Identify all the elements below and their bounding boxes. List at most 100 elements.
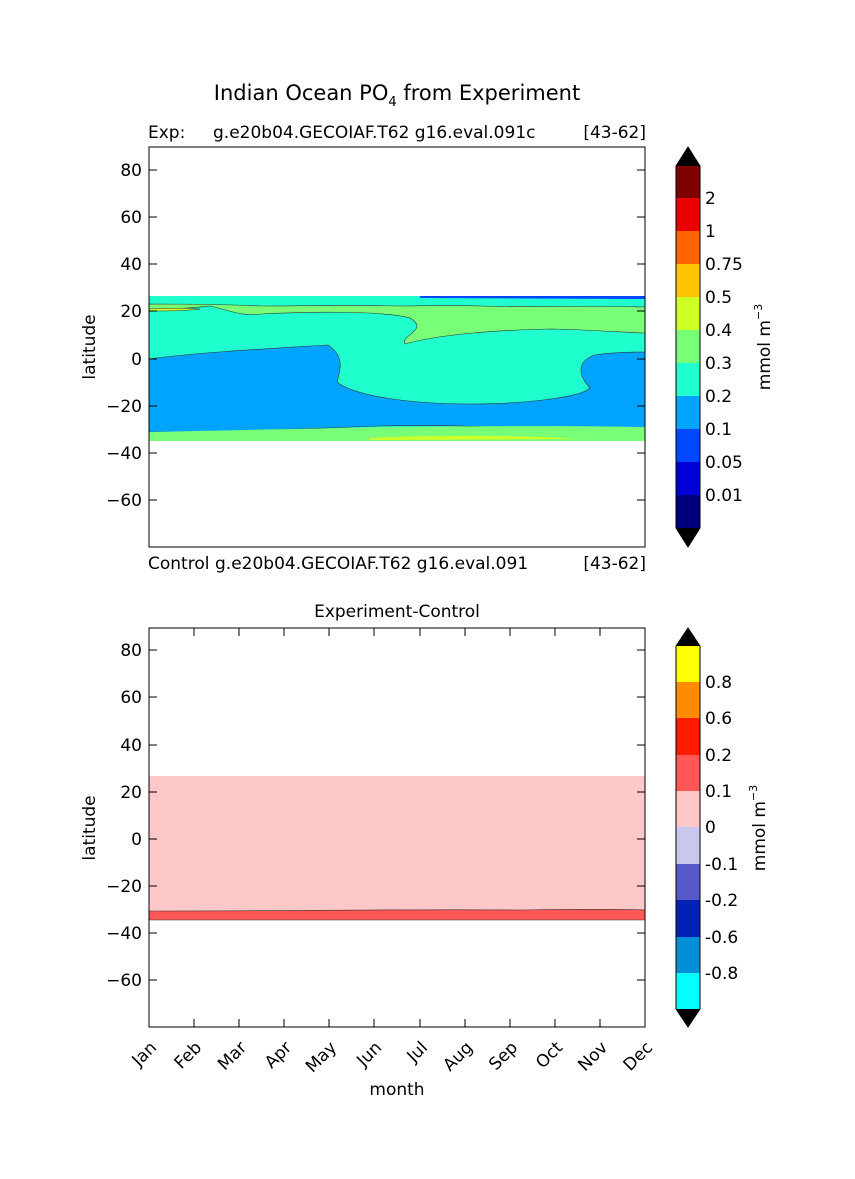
difference-x-axis-label: month bbox=[369, 1080, 424, 1100]
figure-title-subscript: 4 bbox=[388, 95, 396, 110]
experiment-colorbar-swatch bbox=[676, 198, 700, 231]
xtick-label-jul: Jul bbox=[403, 1038, 432, 1067]
difference-ytick-label: −40 bbox=[106, 924, 142, 944]
experiment-colorbar-swatch bbox=[676, 231, 700, 264]
experiment-colorbar-tick-label: 0.05 bbox=[705, 453, 743, 473]
experiment-colorbar-swatch bbox=[676, 330, 700, 363]
experiment-band-0.3 bbox=[148, 303, 646, 345]
experiment-ytick-label: −60 bbox=[106, 491, 142, 511]
experiment-ytick-label: −20 bbox=[106, 397, 142, 417]
experiment-colorbar-tick-label: 0.01 bbox=[705, 486, 743, 506]
experiment-band-0.1 bbox=[148, 344, 646, 433]
figure-title-main: Indian Ocean PO bbox=[214, 81, 389, 105]
xtick-label-oct: Oct bbox=[532, 1038, 567, 1073]
difference-colorbar-swatch bbox=[676, 755, 700, 791]
difference-ytick-label: 0 bbox=[131, 830, 142, 850]
experiment-ytick-label: 0 bbox=[131, 350, 142, 370]
difference-colorbar-units: mmol m−3 bbox=[747, 785, 770, 871]
xtick-label-nov: Nov bbox=[574, 1038, 612, 1076]
difference-panel-title: Experiment-Control bbox=[314, 602, 480, 622]
difference-colorbar-swatch bbox=[676, 827, 700, 864]
difference-ytick-label: 40 bbox=[120, 736, 142, 756]
difference-ytick-label: −60 bbox=[106, 971, 142, 991]
xtick-label-mar: Mar bbox=[214, 1038, 251, 1075]
difference-panel: Experiment-Control 80 60 bbox=[80, 602, 657, 1100]
xtick-label-apr: Apr bbox=[261, 1038, 296, 1073]
experiment-panel-title-left: Exp: bbox=[148, 123, 185, 143]
difference-colorbar-swatch bbox=[676, 682, 700, 718]
difference-colorbar-tick-label: -0.2 bbox=[705, 891, 738, 911]
difference-plot-area bbox=[148, 627, 646, 1028]
experiment-colorbar-outline bbox=[675, 146, 701, 548]
experiment-colorbar-swatch bbox=[676, 429, 700, 462]
difference-colorbar-tick-label: 0.1 bbox=[705, 782, 732, 802]
experiment-panel-title-center: g.e20b04.GECOIAF.T62 g16.eval.091c bbox=[213, 123, 535, 143]
difference-y-ticks: 80 60 40 20 0 −20 −40 −60 bbox=[106, 641, 645, 991]
experiment-colorbar-swatch bbox=[676, 396, 700, 429]
difference-colorbar: -0.8 -0.6 -0.2 -0.1 0 0.1 0.2 0.6 0.8 mm… bbox=[675, 627, 770, 1028]
experiment-colorbar-tick-label: 0.3 bbox=[705, 354, 732, 374]
experiment-colorbar-units-text: mmol m bbox=[755, 320, 775, 390]
experiment-band-0.4-south bbox=[370, 435, 580, 440]
difference-colorbar-tick-label: -0.8 bbox=[705, 964, 738, 984]
experiment-ytick-label: −40 bbox=[106, 444, 142, 464]
experiment-ytick-label: 60 bbox=[120, 208, 142, 228]
difference-colorbar-swatch bbox=[676, 900, 700, 937]
experiment-colorbar-tick-label: 1 bbox=[705, 222, 716, 242]
difference-colorbar-tick-label: 0.6 bbox=[705, 709, 732, 729]
experiment-colorbar-tick-label: 0.2 bbox=[705, 387, 732, 407]
difference-colorbar-units-text: mmol m bbox=[750, 801, 770, 871]
experiment-colorbar-swatch bbox=[676, 166, 700, 198]
difference-ytick-label: 20 bbox=[120, 783, 142, 803]
experiment-x-label-right: [43-62] bbox=[583, 554, 646, 574]
xtick-label-dec: Dec bbox=[620, 1038, 657, 1075]
xtick-label-jan: Jan bbox=[128, 1038, 161, 1071]
figure-title-rest: from Experiment bbox=[397, 81, 581, 105]
experiment-panel: Exp: g.e20b04.GECOIAF.T62 g16.eval.091c … bbox=[80, 123, 646, 574]
difference-colorbar-swatch bbox=[676, 937, 700, 973]
experiment-band-0.05-top bbox=[420, 296, 645, 299]
experiment-colorbar-tick-label: 0.4 bbox=[705, 321, 732, 341]
xtick-label-feb: Feb bbox=[171, 1038, 206, 1073]
xtick-label-may: May bbox=[302, 1038, 341, 1077]
difference-colorbar-tick-label: 0 bbox=[705, 818, 716, 838]
difference-colorbar-tick-label: -0.1 bbox=[705, 855, 738, 875]
difference-colorbar-over-arrow bbox=[676, 628, 700, 646]
experiment-colorbar-tick-label: 2 bbox=[705, 189, 716, 209]
experiment-ytick-label: 20 bbox=[120, 302, 142, 322]
difference-ytick-label: 60 bbox=[120, 688, 142, 708]
experiment-plot-area bbox=[148, 146, 646, 548]
difference-colorbar-tick-label: -0.6 bbox=[705, 928, 738, 948]
xtick-label-jun: Jun bbox=[352, 1038, 386, 1072]
experiment-colorbar-swatch bbox=[676, 264, 700, 297]
experiment-plot-frame bbox=[148, 146, 646, 548]
experiment-y-axis-label: latitude bbox=[80, 314, 100, 379]
figure-title: Indian Ocean PO4 from Experiment bbox=[214, 81, 580, 110]
experiment-ytick-label: 80 bbox=[120, 161, 142, 181]
experiment-x-label-center: g.e20b04.GECOIAF.T62 g16.eval.091 bbox=[215, 554, 528, 574]
difference-colorbar-tick-label: 0.2 bbox=[705, 746, 732, 766]
difference-colorbar-tick-label: 0.8 bbox=[705, 673, 732, 693]
difference-ytick-label: −20 bbox=[106, 877, 142, 897]
experiment-colorbar: 0.01 0.05 0.1 0.2 0.3 0.4 0.5 0.75 1 2 m… bbox=[675, 146, 775, 548]
xtick-label-sep: Sep bbox=[485, 1038, 522, 1075]
experiment-colorbar-swatch bbox=[676, 462, 700, 495]
experiment-y-ticks: 80 60 40 20 0 −20 −40 −60 bbox=[106, 161, 645, 511]
difference-y-axis-label: latitude bbox=[80, 795, 100, 860]
difference-colorbar-under-arrow bbox=[676, 1009, 700, 1027]
difference-band-0-to-0.1 bbox=[149, 776, 645, 911]
difference-colorbar-swatch bbox=[676, 864, 700, 900]
experiment-x-label-left: Control bbox=[148, 554, 209, 574]
experiment-colorbar-units: mmol m−3 bbox=[752, 304, 775, 390]
experiment-colorbar-over-arrow bbox=[676, 147, 700, 166]
difference-colorbar-swatch bbox=[676, 973, 700, 1009]
experiment-colorbar-units-sup: −3 bbox=[752, 304, 765, 320]
difference-ytick-label: 80 bbox=[120, 641, 142, 661]
experiment-colorbar-tick-label: 0.5 bbox=[705, 288, 732, 308]
experiment-colorbar-swatch bbox=[676, 363, 700, 396]
difference-band-0.1-to-0.2 bbox=[148, 908, 646, 921]
difference-colorbar-swatch bbox=[676, 646, 700, 682]
xtick-label-aug: Aug bbox=[439, 1038, 477, 1076]
experiment-colorbar-swatch bbox=[676, 297, 700, 330]
